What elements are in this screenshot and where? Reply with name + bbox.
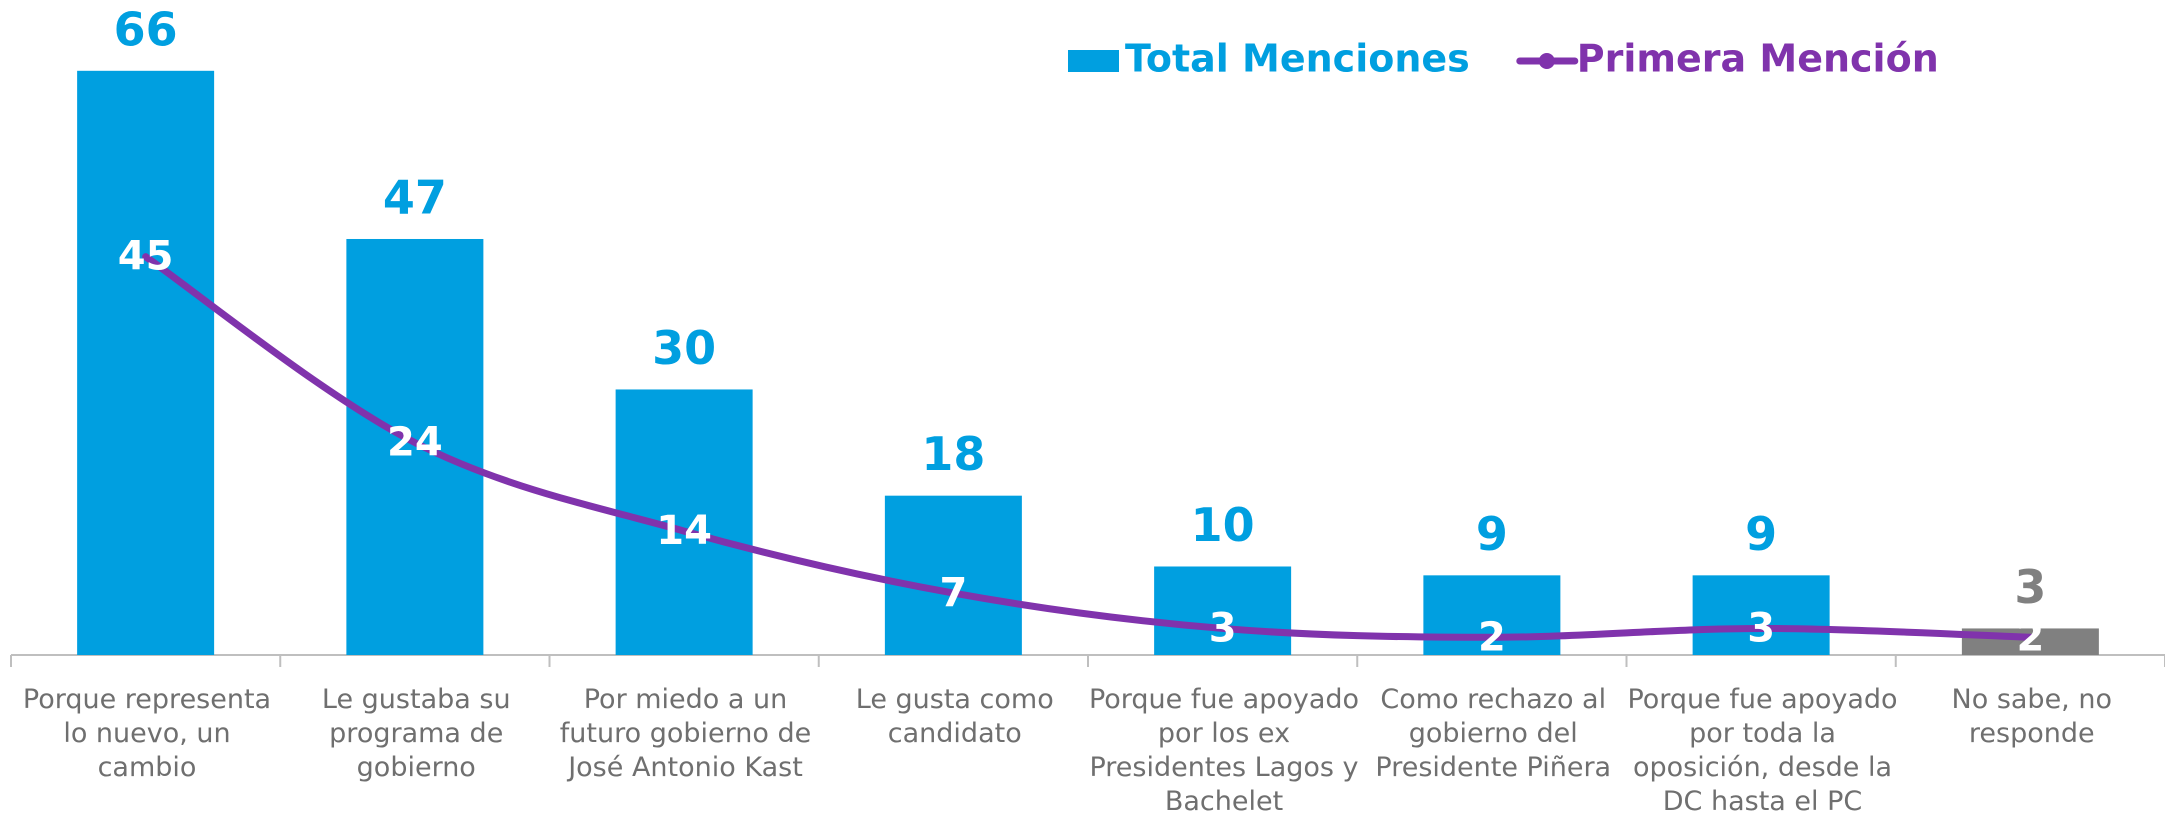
- bar: [884, 495, 1022, 655]
- x-tick-label: Porque fue apoyado por los ex Presidente…: [1088, 684, 1360, 817]
- x-tick-label: Porque representa lo nuevo, un cambio: [22, 684, 272, 783]
- bar-value-label: 3: [2014, 560, 2046, 614]
- legend: Total Menciones Primera Mención: [1068, 37, 1939, 81]
- bar-value-label: 10: [1191, 498, 1255, 552]
- bar-value-label: 18: [921, 427, 985, 481]
- legend-swatch: [1068, 50, 1119, 72]
- bar: [1692, 575, 1830, 655]
- line-value-label: 2: [2016, 614, 2044, 660]
- bar-value-label: 66: [114, 2, 178, 56]
- line: [142, 253, 2034, 641]
- bar-value-label: 9: [1476, 507, 1508, 561]
- legend-label: Total Menciones: [1125, 37, 1470, 81]
- x-tick-label: Porque fue apoyado por toda la oposición…: [1627, 684, 1898, 817]
- x-tick-label: No sabe, no responde: [1951, 684, 2112, 749]
- bar-value-label: 9: [1745, 507, 1777, 561]
- legend-label: Primera Mención: [1577, 37, 1939, 81]
- line-value-label: 14: [656, 508, 712, 554]
- line-value-label: 2: [1478, 614, 1506, 660]
- bar-value-label: 47: [383, 170, 447, 224]
- line-value-label: 24: [387, 420, 443, 466]
- bar: [1423, 575, 1561, 655]
- bar: [346, 238, 484, 655]
- line-value-label: 45: [118, 234, 174, 280]
- x-tick-label: Le gusta como candidato: [855, 684, 1054, 749]
- line-value-label: 3: [1209, 605, 1237, 651]
- line-value-label: 7: [939, 570, 967, 616]
- bar: [77, 70, 215, 656]
- bar: [1154, 566, 1292, 655]
- legend-marker: [1538, 53, 1555, 69]
- x-tick-label: Como rechazo al gobierno del Presidente …: [1375, 684, 1612, 783]
- line-value-label: 3: [1747, 605, 1775, 651]
- bar-value-label: 30: [652, 321, 716, 375]
- x-tick-label: Le gustaba su programa de gobierno: [321, 684, 511, 783]
- x-tick-label: Por miedo a un futuro gobierno de José A…: [559, 684, 812, 783]
